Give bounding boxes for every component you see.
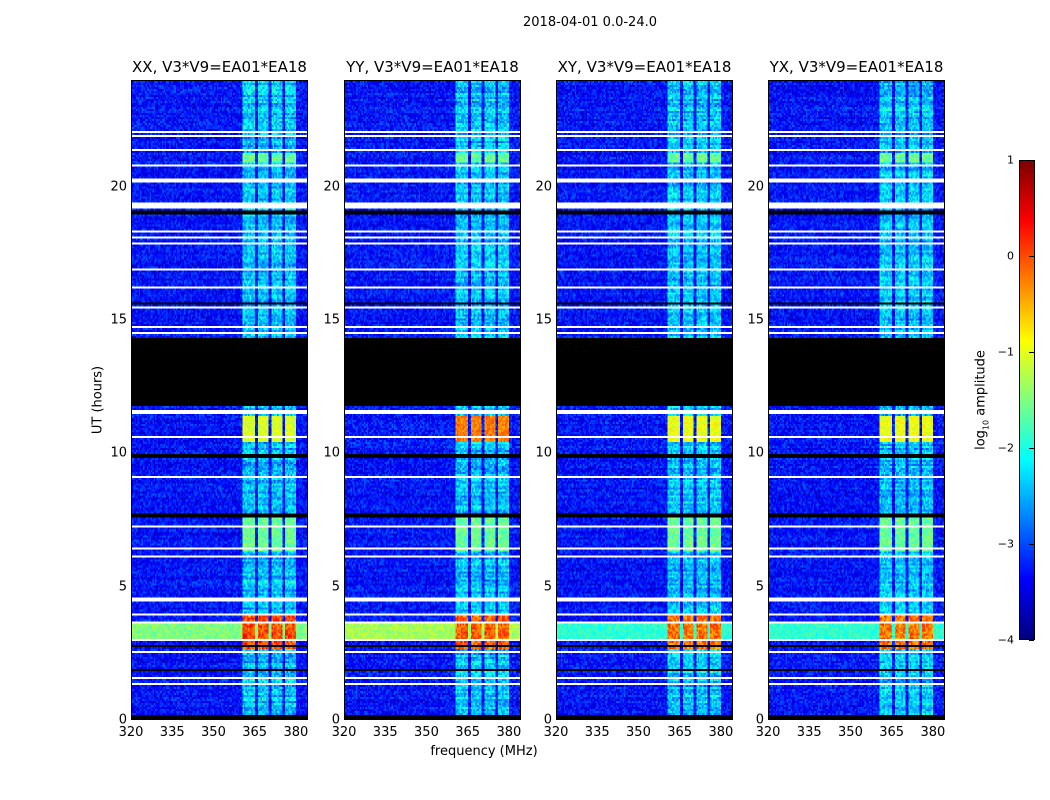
y-tick-label: 0 [755,712,764,728]
x-tick-label: 365 [879,725,905,740]
y-tick-label: 5 [755,579,764,595]
y-tick-label: 20 [747,179,764,195]
x-tick-label: 380 [496,725,522,740]
x-tick-label: 350 [414,725,439,740]
y-tick-label: 20 [110,179,127,195]
x-tick-label: 335 [584,725,610,740]
colorbar-tick-mark [1029,352,1034,353]
panel-title: YX, V3*V9=EA01*EA18 [769,58,944,76]
panel-3: YX, V3*V9=EA01*EA18 0 5 10 15 20 320 335 350 365 3… [747,58,945,740]
y-tick-label: 10 [110,445,127,461]
colorbar-tick-label: −1 [997,345,1014,359]
colorbar-label-rest: amplitude [973,350,989,420]
heatmap-1 [344,80,521,720]
y-tick-label: 20 [323,179,340,195]
x-tick-label: 335 [796,725,822,740]
y-tick-label: 5 [543,579,552,595]
x-tick-label: 365 [242,725,268,740]
y-tick-label: 5 [118,579,127,595]
x-tick-label: 350 [838,725,863,740]
x-tick-label: 365 [455,725,481,740]
x-tick-label: 380 [708,725,734,740]
y-tick-label: 5 [331,579,340,595]
y-tick-label: 10 [747,445,764,461]
x-tick-label: 320 [543,725,569,740]
panel-title: XX, V3*V9=EA01*EA18 [132,58,307,76]
colorbar-tick-label: 0 [1007,249,1014,263]
x-tick-label: 320 [118,725,144,740]
panel-1: YY, V3*V9=EA01*EA18 0 5 10 15 20 320 335 350 365 3… [323,58,521,740]
panel-0: XX, V3*V9=EA01*EA18 0 5 10 15 20 320 335 350 365 3… [110,58,308,740]
x-tick-label: 380 [283,725,309,740]
panel-title: XY, V3*V9=EA01*EA18 [557,58,732,76]
colorbar [1019,160,1035,640]
x-tick-label: 365 [667,725,693,740]
heatmap-3 [768,80,945,720]
colorbar-tick-label: −2 [997,441,1014,455]
colorbar-tick-mark [1029,544,1034,545]
x-tick-label: 350 [626,725,651,740]
panel-2: XY, V3*V9=EA01*EA18 0 5 10 15 20 320 335 350 365 3… [535,58,733,740]
y-tick-label: 0 [543,712,552,728]
x-tick-label: 320 [331,725,357,740]
y-tick-label: 15 [323,312,340,328]
colorbar-label-base: log [973,430,989,450]
colorbar-tick-label: −4 [997,633,1014,647]
y-tick-label: 0 [118,712,127,728]
x-tick-label: 350 [201,725,226,740]
y-axis-label: UT (hours) [90,365,106,435]
x-tick-label: 335 [159,725,185,740]
x-tick-label: 335 [372,725,398,740]
colorbar-tick-mark [1029,448,1034,449]
colorbar-tick-label: 1 [1007,153,1014,167]
y-tick-label: 15 [535,312,552,328]
x-axis-label: frequency (MHz) [430,744,538,759]
panel-title: YY, V3*V9=EA01*EA18 [346,58,519,76]
colorbar-label: log10 amplitude [974,350,991,450]
colorbar-label-sub: 10 [981,419,991,431]
heatmap-0 [131,80,308,720]
x-tick-label: 320 [755,725,781,740]
colorbar-tick-mark [1029,160,1034,161]
colorbar-tick-mark [1029,640,1034,641]
x-tick-label: 380 [920,725,946,740]
colorbar-tick-label: −3 [997,537,1014,551]
y-tick-label: 10 [323,445,340,461]
heatmap-2 [556,80,733,720]
y-tick-label: 15 [110,312,127,328]
figure-title: 2018-04-01 0.0-24.0 [523,15,657,30]
y-tick-label: 20 [535,179,552,195]
colorbar-tick-mark [1029,256,1034,257]
y-tick-label: 0 [331,712,340,728]
y-tick-label: 10 [535,445,552,461]
y-tick-label: 15 [747,312,764,328]
